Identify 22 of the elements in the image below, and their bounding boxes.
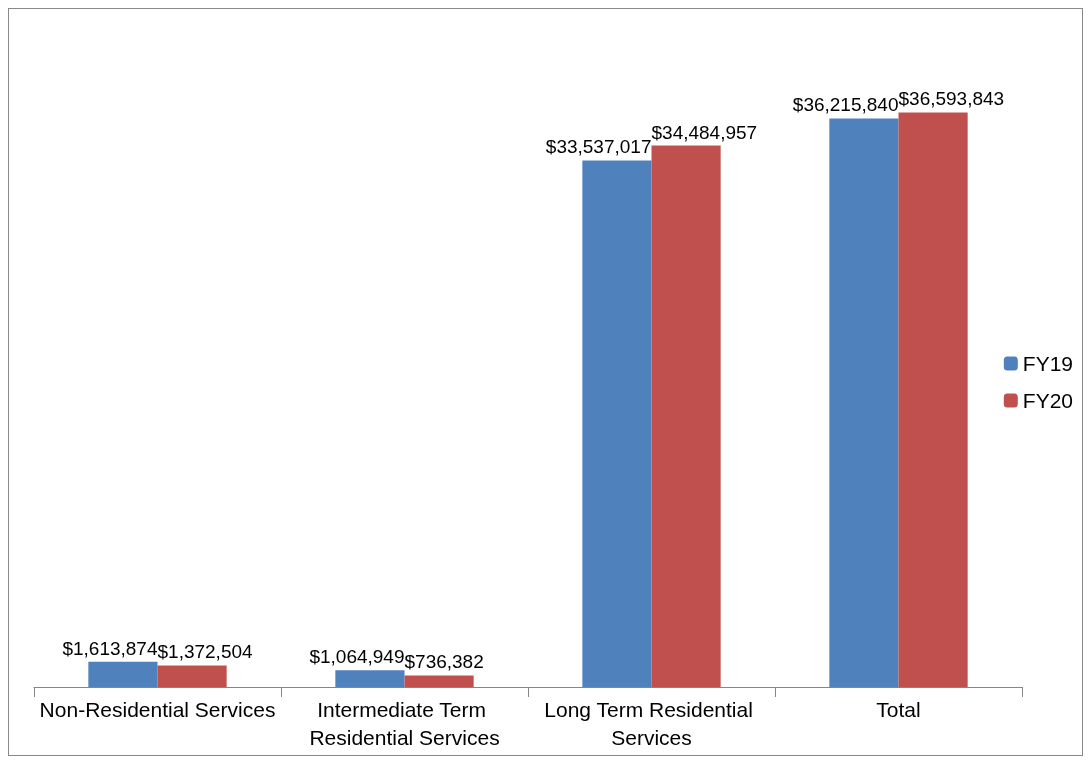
legend-label: FY19 — [1022, 352, 1074, 375]
bar — [829, 118, 899, 687]
x-tick-label: Intermediate Term Residential Services — [309, 697, 500, 749]
data-label: $1,372,504 — [157, 641, 254, 663]
bar — [898, 112, 968, 687]
bar — [335, 670, 405, 687]
data-label: $736,382 — [404, 651, 484, 673]
data-label: $1,064,949 — [309, 646, 405, 668]
legend-label: FY20 — [1022, 389, 1074, 412]
bar — [157, 665, 227, 687]
data-label: $36,215,840 — [792, 94, 899, 116]
bar — [582, 160, 652, 687]
data-label: $1,613,874 — [62, 637, 158, 659]
data-label: $36,593,843 — [898, 88, 1005, 110]
bar — [88, 661, 158, 687]
bar — [651, 145, 721, 687]
data-label: $34,484,957 — [651, 121, 758, 143]
x-tick-label: Long Term Residential Services — [544, 697, 759, 749]
x-tick-label: Non-Residential Services — [39, 697, 276, 721]
x-tick-label: Total — [876, 697, 921, 721]
bar — [404, 675, 474, 687]
data-label: $33,537,017 — [545, 136, 652, 158]
